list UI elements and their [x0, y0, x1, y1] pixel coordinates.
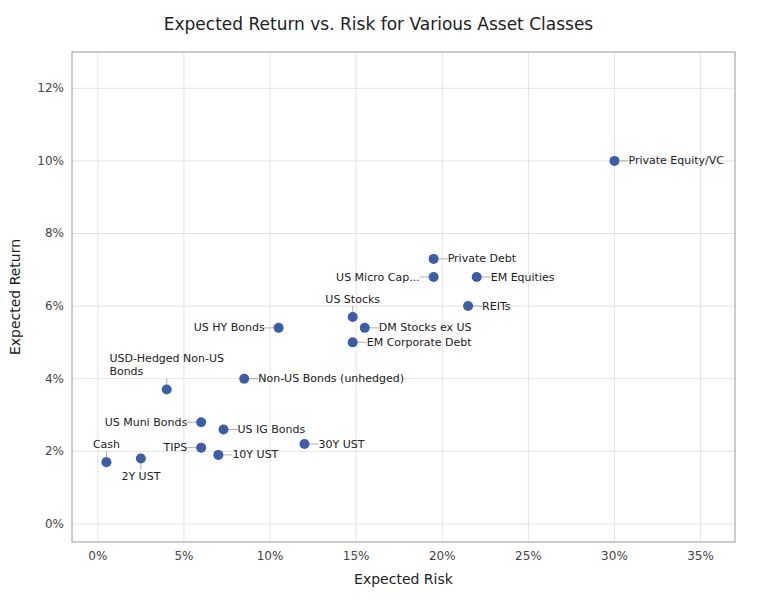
- point-label: Cash: [93, 438, 120, 451]
- points: [101, 156, 619, 467]
- y-tick-label: 10%: [37, 154, 64, 168]
- x-tick-label: 0%: [88, 549, 107, 563]
- point-label: REITs: [482, 300, 511, 313]
- point-label: 10Y UST: [232, 448, 278, 461]
- x-axis-label: Expected Risk: [354, 571, 454, 587]
- point: [239, 374, 249, 384]
- x-tick-label: 10%: [257, 549, 284, 563]
- point-label: Non-US Bonds (unhedged): [258, 372, 404, 385]
- point-label: DM Stocks ex US: [379, 321, 472, 334]
- point: [463, 301, 473, 311]
- point: [472, 272, 482, 282]
- grid: [72, 52, 735, 542]
- x-tick-label: 30%: [601, 549, 628, 563]
- point: [429, 272, 439, 282]
- point-label: 30Y UST: [318, 438, 364, 451]
- x-grid-line: [614, 52, 615, 542]
- y-tick-label: 2%: [45, 444, 64, 458]
- point-label: TIPS: [163, 441, 188, 454]
- point-label: EM Corporate Debt: [367, 336, 473, 349]
- point-label: EM Equities: [491, 271, 555, 284]
- point-label: US Muni Bonds: [105, 416, 188, 429]
- point-labels: Cash 2Y UST TIPS 10Y UST US Muni Bonds US IG …: [93, 154, 724, 482]
- point: [274, 323, 284, 333]
- x-grid-line: [97, 52, 98, 542]
- point-label: USD-Hedged Non-USBonds: [109, 352, 224, 378]
- point-label: US HY Bonds: [194, 321, 265, 334]
- point: [348, 337, 358, 347]
- x-grid-line: [442, 52, 443, 542]
- y-tick-label: 4%: [45, 372, 64, 386]
- y-tick-label: 0%: [45, 517, 64, 531]
- point-label: US Micro Cap...: [336, 271, 420, 284]
- x-tick-label: 20%: [429, 549, 456, 563]
- y-grid-line: [72, 523, 735, 524]
- point: [219, 424, 229, 434]
- x-grid-line: [183, 52, 184, 542]
- point: [196, 417, 206, 427]
- point-label: 2Y UST: [121, 470, 160, 483]
- y-grid-line: [72, 306, 735, 307]
- point: [101, 457, 111, 467]
- point: [348, 312, 358, 322]
- x-tick-label: 35%: [687, 549, 714, 563]
- y-tick-label: 8%: [45, 226, 64, 240]
- y-axis-label: Expected Return: [7, 239, 23, 355]
- point: [429, 254, 439, 264]
- point-label: Private Debt: [448, 252, 517, 265]
- point: [196, 443, 206, 453]
- x-grid-line: [528, 52, 529, 542]
- y-tick-label: 12%: [37, 81, 64, 95]
- x-tick-label: 25%: [515, 549, 542, 563]
- title: Expected Return vs. Risk for Various Ass…: [164, 14, 594, 34]
- point: [136, 454, 146, 464]
- x-tick-label: 15%: [343, 549, 370, 563]
- x-tick-label: 5%: [174, 549, 193, 563]
- x-grid-line: [270, 52, 271, 542]
- point: [360, 323, 370, 333]
- point: [299, 439, 309, 449]
- point: [213, 450, 223, 460]
- chart: 0% 5% 10% 15% 20% 25% 30% 35% 0% 2% 4% 6% 8% 10% 12% Ex…: [0, 0, 757, 600]
- y-tick-label: 6%: [45, 299, 64, 313]
- point-label: Private Equity/VC: [628, 154, 724, 167]
- plot-frame: [72, 52, 735, 542]
- point-label: US Stocks: [325, 293, 380, 306]
- point: [162, 385, 172, 395]
- point: [609, 156, 619, 166]
- point-label: US IG Bonds: [238, 423, 306, 436]
- y-grid-line: [72, 88, 735, 89]
- y-grid-line: [72, 233, 735, 234]
- x-grid-line: [700, 52, 701, 542]
